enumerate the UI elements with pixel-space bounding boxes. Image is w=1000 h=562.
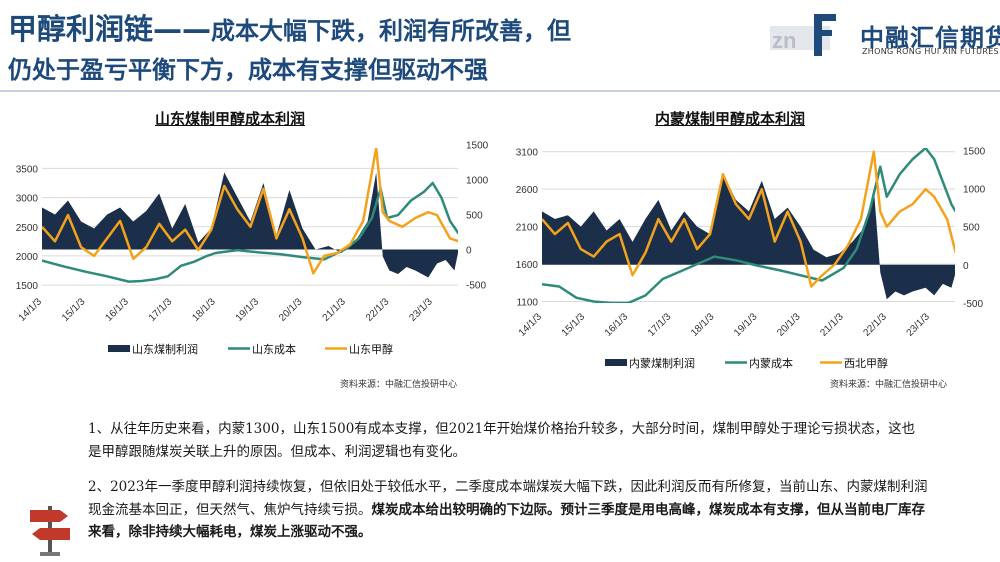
- series-line-cost: [542, 148, 955, 303]
- legend-label-profit: 内蒙煤制利润: [629, 356, 695, 370]
- chart-title-neimeng: 内蒙煤制甲醇成本利润: [655, 110, 806, 128]
- x-tick-label: 16/1/3: [103, 296, 131, 324]
- x-tick-label: 15/1/3: [560, 311, 588, 339]
- y-left-tick-label: 3100: [516, 148, 539, 159]
- logo-mark: zn: [770, 14, 836, 56]
- x-tick-label: 14/1/3: [17, 296, 45, 324]
- chart-title-shandong: 山东煤制甲醇成本利润: [155, 110, 306, 128]
- x-tick-label: 19/1/3: [732, 311, 760, 339]
- page-title-line-2: 仍处于盈亏平衡下方，成本有支撑但驱动不强: [8, 56, 488, 84]
- y-right-tick-label: 0: [466, 246, 472, 257]
- legend-label-methanol: 山东甲醇: [349, 342, 393, 356]
- page-title-main: 甲醇利润链——: [8, 12, 212, 46]
- legend-label-profit: 山东煤制利润: [132, 342, 198, 356]
- y-right-tick-label: 0: [963, 261, 969, 272]
- y-left-tick-label: 1600: [516, 260, 539, 271]
- y-left-tick-label: 1100: [516, 298, 538, 309]
- y-right-tick-label: -500: [466, 281, 486, 292]
- x-tick-label: 20/1/3: [775, 311, 803, 339]
- legend-swatch-profit: [108, 345, 130, 352]
- page-title-sub: 成本大幅下跌，利润有所改善，但: [211, 17, 572, 45]
- x-tick-label: 20/1/3: [277, 296, 305, 324]
- svg-text:zn: zn: [772, 28, 796, 53]
- x-tick-label: 17/1/3: [147, 296, 175, 324]
- series-area-profit: [542, 173, 955, 300]
- x-tick-label: 17/1/3: [646, 311, 674, 339]
- y-right-tick-label: -500: [963, 299, 983, 310]
- x-tick-label: 19/1/3: [234, 296, 262, 324]
- x-tick-label: 21/1/3: [818, 311, 846, 339]
- legend-label-methanol: 西北甲醇: [844, 356, 888, 370]
- x-tick-label: 22/1/3: [364, 296, 392, 324]
- chart-neimeng: 1100 1600 2100 2600 3100 -500 0 500 1000 1500 14/1…: [516, 146, 986, 370]
- series-line-methanol: [42, 148, 458, 275]
- y-left-tick-label: 3000: [16, 194, 39, 205]
- x-tick-label: 18/1/3: [190, 296, 218, 324]
- y-left-tick-label: 1500: [16, 281, 39, 292]
- x-tick-label: 21/1/3: [321, 296, 349, 324]
- logo-text-en: ZHONG RONG HUI XIN FUTURES: [862, 47, 999, 56]
- y-right-tick-label: 1500: [963, 146, 986, 157]
- y-right-tick-label: 1000: [963, 184, 986, 195]
- x-tick-label: 15/1/3: [60, 296, 88, 324]
- y-left-tick-label: 2600: [516, 185, 539, 196]
- y-right-tick-label: 500: [466, 211, 483, 222]
- paragraph-2-emphasis: 煤炭成本给出较明确的下边际。预计三季度是用电高峰，煤炭成本有支撑，但从当前电厂库…: [88, 501, 925, 541]
- source-note-neimeng: 资料来源：中融汇信投研中心: [830, 380, 948, 390]
- y-left-tick-label: 2100: [516, 223, 539, 234]
- y-left-tick-label: 2500: [16, 223, 39, 234]
- company-logo: zn 中融汇信期货 ZHONG RONG HUI XIN FUTURES: [770, 10, 1000, 60]
- paragraph-2-text: 2、2023年一季度甲醇利润持续恢复，但依旧处于较低水平，二季度成本端煤炭大幅下…: [88, 479, 928, 518]
- y-right-tick-label: 500: [963, 223, 980, 234]
- page-title-line-1: 甲醇利润链——成本大幅下跌，利润有所改善，但: [8, 6, 571, 48]
- source-note-shandong: 资料来源：中融汇信投研中心: [340, 380, 458, 390]
- legend-label-cost: 山东成本: [252, 342, 296, 356]
- x-tick-label: 23/1/3: [407, 296, 435, 324]
- y-right-tick-label: 1000: [466, 176, 489, 187]
- series-line-methanol: [542, 150, 955, 288]
- paragraph-2: 2、2023年一季度甲醇利润持续恢复，但依旧处于较低水平，二季度成本端煤炭大幅下…: [88, 476, 928, 544]
- y-right-tick-label: 1500: [466, 141, 489, 152]
- legend-label-cost: 内蒙成本: [749, 356, 793, 370]
- x-tick-label: 16/1/3: [603, 311, 631, 339]
- series-line-cost: [42, 181, 458, 283]
- signpost-icon: [30, 506, 70, 556]
- logo-text-cn: 中融汇信期货: [860, 24, 1000, 52]
- x-tick-label: 14/1/3: [517, 311, 545, 339]
- x-tick-label: 22/1/3: [861, 311, 889, 339]
- x-tick-label: 18/1/3: [689, 311, 717, 339]
- y-left-tick-label: 3500: [16, 164, 39, 175]
- chart-shandong: 1500 2000 2500 3000 3500 -500 0 500 1000 1500 14/1…: [16, 141, 489, 357]
- x-tick-label: 23/1/3: [905, 311, 933, 339]
- header-divider: [0, 90, 1000, 92]
- legend-swatch-profit: [605, 359, 627, 366]
- paragraph-1: 1、从往年历史来看，内蒙1300，山东1500有成本支撑，但2021年开始煤价格…: [88, 421, 916, 460]
- y-left-tick-label: 2000: [16, 252, 39, 263]
